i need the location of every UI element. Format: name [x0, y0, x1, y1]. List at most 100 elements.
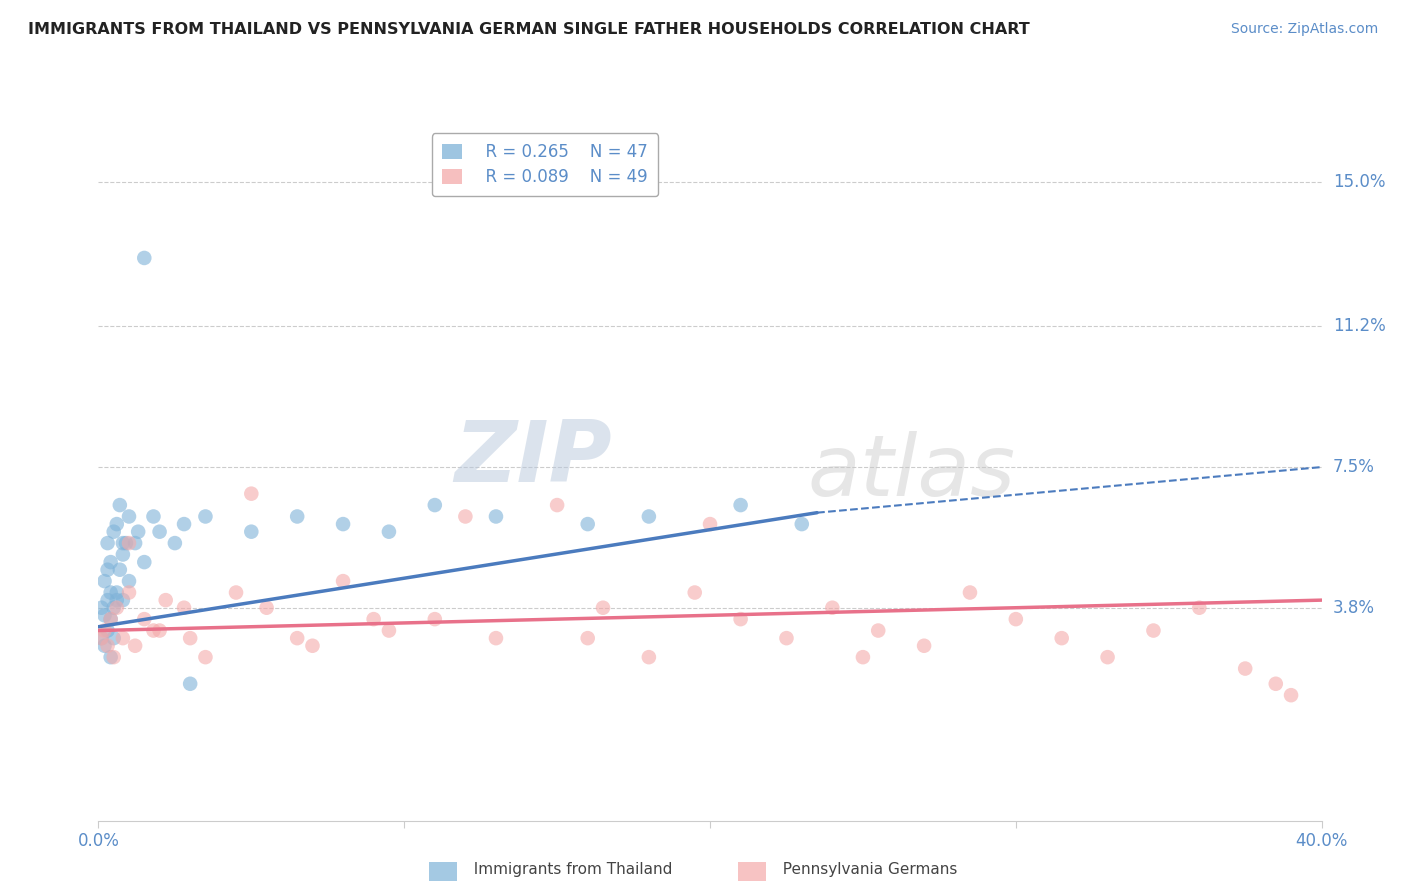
Point — [105, 585, 128, 599]
Point — [97, 536, 120, 550]
Point — [97, 639, 120, 653]
Point — [100, 585, 122, 599]
Point — [118, 574, 141, 588]
Point — [149, 524, 172, 539]
Point — [134, 555, 156, 569]
Point — [179, 677, 201, 691]
Point — [240, 524, 263, 539]
Point — [1004, 612, 1026, 626]
Point — [124, 639, 146, 653]
Point — [179, 631, 201, 645]
Point — [111, 548, 134, 562]
Point — [105, 593, 128, 607]
Point — [637, 509, 661, 524]
Point — [173, 600, 195, 615]
Point — [301, 639, 323, 653]
Point — [90, 631, 112, 645]
Point — [1264, 677, 1286, 691]
Point — [108, 563, 131, 577]
Point — [852, 650, 875, 665]
Point — [775, 631, 797, 645]
Point — [93, 639, 115, 653]
Point — [1279, 688, 1302, 702]
Point — [363, 612, 385, 626]
Text: Source: ZipAtlas.com: Source: ZipAtlas.com — [1230, 22, 1378, 37]
Point — [485, 631, 508, 645]
Point — [378, 524, 401, 539]
Point — [111, 631, 134, 645]
Point — [93, 574, 115, 588]
Point — [485, 509, 508, 524]
Point — [592, 600, 614, 615]
Point — [118, 536, 141, 550]
Point — [124, 536, 146, 550]
Point — [127, 524, 149, 539]
Point — [105, 600, 128, 615]
Point — [730, 498, 752, 512]
Point — [730, 612, 752, 626]
Point — [155, 593, 177, 607]
Point — [100, 612, 122, 626]
Point — [134, 251, 156, 265]
Point — [637, 650, 661, 665]
Point — [1188, 600, 1211, 615]
Point — [103, 524, 125, 539]
Point — [108, 498, 131, 512]
Point — [142, 624, 165, 638]
Point — [1050, 631, 1073, 645]
Point — [93, 608, 115, 623]
Text: atlas: atlas — [808, 431, 1017, 515]
Text: 3.8%: 3.8% — [1333, 599, 1375, 616]
Point — [194, 509, 217, 524]
Point — [103, 631, 125, 645]
Point — [240, 486, 263, 500]
Point — [111, 593, 134, 607]
Point — [378, 624, 401, 638]
Point — [576, 631, 599, 645]
Point — [1097, 650, 1119, 665]
Point — [546, 498, 568, 512]
Point — [100, 650, 122, 665]
Text: ZIP: ZIP — [454, 417, 612, 500]
Point — [100, 612, 122, 626]
Point — [134, 612, 156, 626]
Text: 7.5%: 7.5% — [1333, 458, 1375, 476]
Point — [576, 517, 599, 532]
Point — [912, 639, 935, 653]
Point — [90, 600, 112, 615]
Point — [103, 600, 125, 615]
Point — [1142, 624, 1164, 638]
Point — [142, 509, 165, 524]
Legend:   R = 0.265    N = 47,   R = 0.089    N = 49: R = 0.265 N = 47, R = 0.089 N = 49 — [432, 133, 658, 196]
Point — [1234, 662, 1257, 676]
Text: IMMIGRANTS FROM THAILAND VS PENNSYLVANIA GERMAN SINGLE FATHER HOUSEHOLDS CORRELA: IMMIGRANTS FROM THAILAND VS PENNSYLVANIA… — [28, 22, 1029, 37]
Point — [149, 624, 172, 638]
Text: Pennsylvania Germans: Pennsylvania Germans — [773, 863, 957, 877]
Point — [103, 650, 125, 665]
Point — [97, 563, 120, 577]
Point — [90, 631, 112, 645]
Point — [868, 624, 890, 638]
Point — [93, 624, 115, 638]
Point — [332, 574, 354, 588]
Point — [225, 585, 247, 599]
Point — [256, 600, 278, 615]
Point — [285, 631, 308, 645]
Text: 11.2%: 11.2% — [1333, 318, 1385, 335]
Point — [97, 593, 120, 607]
Point — [111, 536, 134, 550]
Point — [173, 517, 195, 532]
Point — [118, 585, 141, 599]
Text: 15.0%: 15.0% — [1333, 173, 1385, 191]
Point — [285, 509, 308, 524]
Point — [454, 509, 477, 524]
Point — [115, 536, 138, 550]
Point — [97, 624, 120, 638]
Point — [959, 585, 981, 599]
Point — [699, 517, 721, 532]
Point — [790, 517, 813, 532]
Text: Immigrants from Thailand: Immigrants from Thailand — [464, 863, 672, 877]
Point — [423, 612, 446, 626]
Point — [821, 600, 844, 615]
Point — [105, 517, 128, 532]
